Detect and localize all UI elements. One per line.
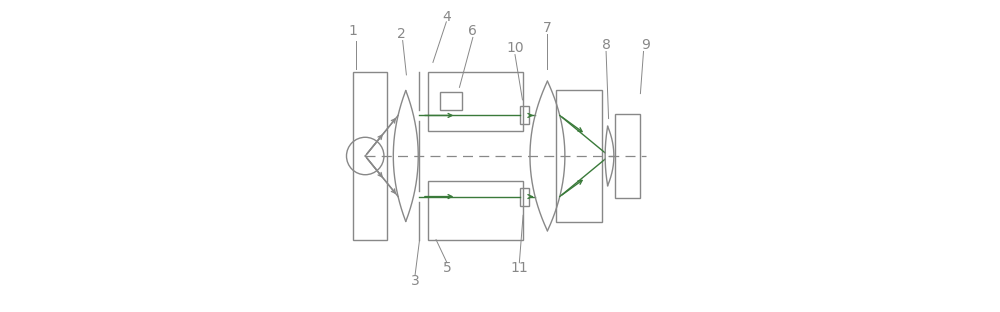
Bar: [615, 114, 640, 198]
Bar: [353, 72, 387, 240]
Text: 4: 4: [442, 10, 451, 24]
Bar: [428, 181, 523, 240]
Bar: [556, 90, 602, 222]
Text: 7: 7: [543, 21, 552, 35]
Bar: [520, 106, 529, 124]
Bar: [428, 72, 523, 131]
Text: 10: 10: [506, 41, 524, 55]
Text: 9: 9: [642, 38, 650, 52]
Text: 8: 8: [602, 38, 611, 52]
Text: 3: 3: [411, 274, 420, 288]
Text: 2: 2: [397, 27, 405, 41]
Bar: [440, 92, 462, 110]
Text: 11: 11: [510, 261, 528, 275]
Text: 6: 6: [468, 24, 477, 38]
Bar: [520, 188, 529, 206]
Text: 5: 5: [443, 261, 451, 275]
Text: 1: 1: [348, 24, 357, 38]
